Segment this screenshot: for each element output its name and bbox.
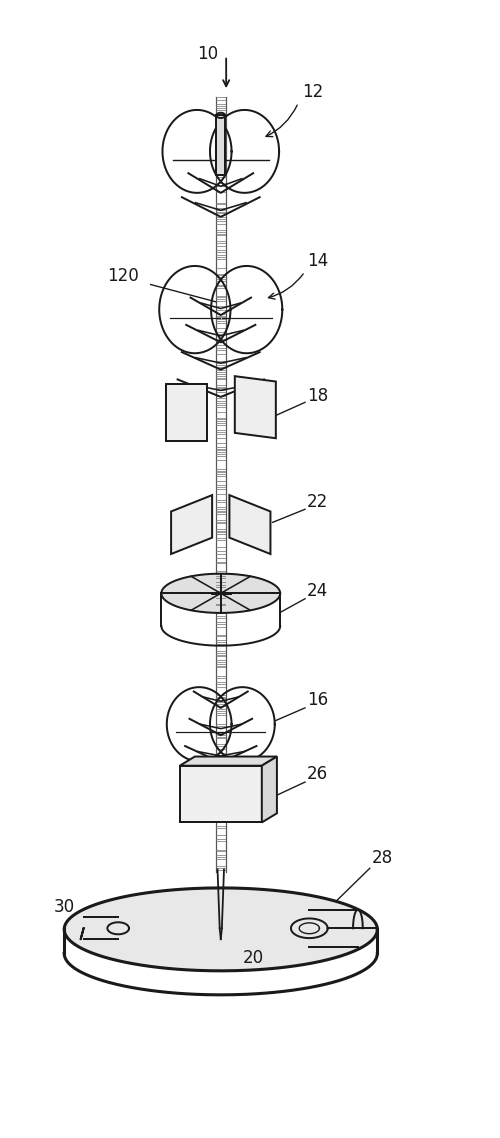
Text: 120: 120 [108,266,139,284]
Bar [216,116,225,175]
Text: 10: 10 [197,44,218,63]
Text: 28: 28 [372,849,393,867]
Text: 30: 30 [54,898,74,916]
Text: 12: 12 [302,83,322,101]
Text: 20: 20 [242,948,264,966]
Polygon shape [171,495,212,554]
Polygon shape [180,757,276,766]
Polygon shape [262,757,276,823]
Polygon shape [64,888,377,971]
Polygon shape [234,377,276,438]
Text: 14: 14 [307,253,328,271]
Text: 26: 26 [307,765,328,783]
Polygon shape [161,574,280,613]
Text: 16: 16 [307,691,328,709]
Text: 22: 22 [307,493,328,510]
Polygon shape [180,766,262,823]
Text: 24: 24 [307,582,328,600]
Text: 18: 18 [307,387,328,404]
Polygon shape [229,495,270,554]
Polygon shape [166,385,206,440]
